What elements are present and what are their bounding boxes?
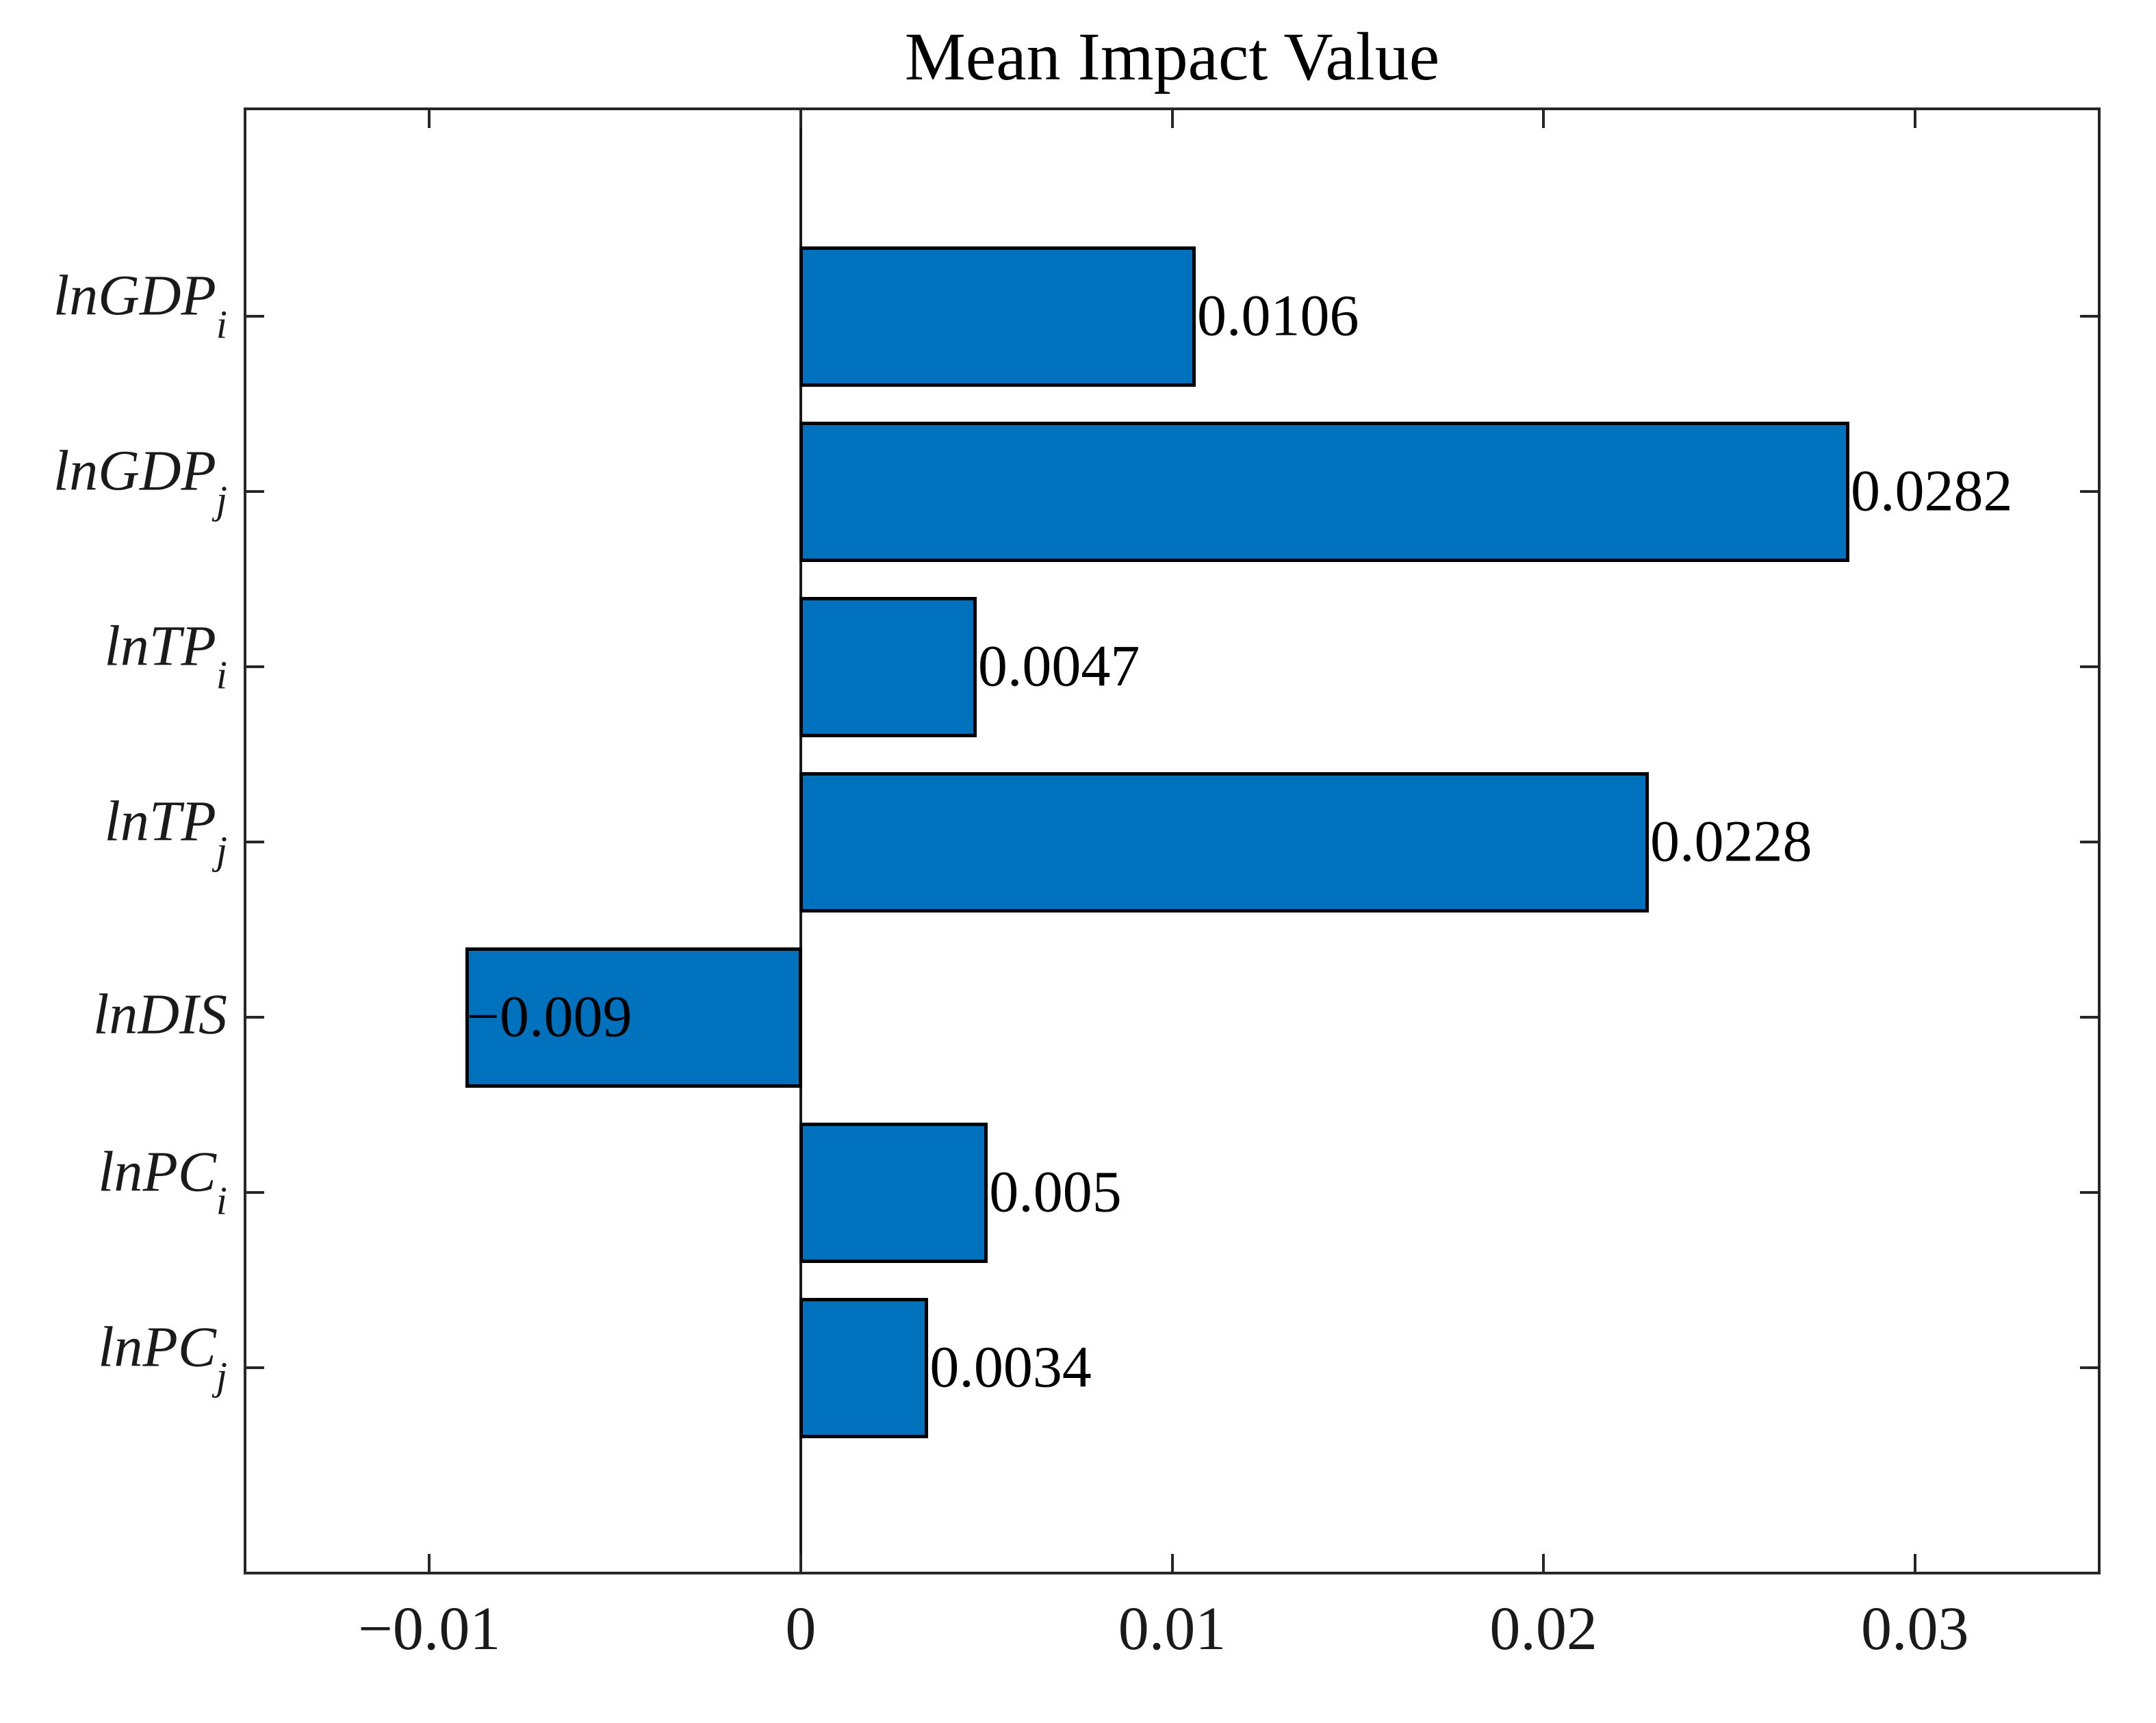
bar-value-label: 0.005 — [989, 1158, 1122, 1225]
y-tick-left — [244, 665, 264, 668]
category-subscript: j — [216, 828, 227, 873]
x-tick-label: 0.03 — [1860, 1595, 1969, 1663]
bar-value-label: 0.0034 — [929, 1333, 1092, 1400]
x-tick-top — [428, 107, 431, 128]
x-tick-bottom — [1542, 1554, 1545, 1574]
category-subscript: i — [216, 302, 227, 347]
x-tick-bottom — [799, 1554, 802, 1574]
category-base-text: lnGDP — [53, 439, 216, 503]
category-label: lnDIS — [0, 982, 227, 1048]
x-tick-top — [799, 107, 802, 128]
category-label: lnTPj — [0, 789, 228, 873]
x-tick-bottom — [1913, 1554, 1916, 1574]
bar — [799, 1297, 929, 1438]
x-tick-label: −0.01 — [358, 1595, 501, 1663]
y-tick-right — [2080, 315, 2101, 318]
x-tick-label: 0.02 — [1489, 1595, 1597, 1663]
category-subscript: i — [216, 652, 227, 698]
x-tick-label: 0.01 — [1118, 1595, 1227, 1663]
bar — [799, 246, 1196, 387]
category-subscript: j — [216, 477, 227, 522]
bar — [799, 771, 1650, 912]
y-tick-right — [2080, 1191, 2101, 1194]
plot-area: 0.0106 0.0282 0.0047 0.0228 −0.009 0.005 0.003… — [244, 107, 2101, 1574]
y-tick-right — [2080, 665, 2101, 668]
category-subscript: i — [216, 1178, 227, 1223]
y-tick-left — [244, 841, 264, 843]
x-tick-top — [1170, 107, 1174, 128]
category-label: lnPCi — [0, 1139, 227, 1223]
category-base-text: lnPC — [98, 1140, 216, 1204]
category-label: lnGDPi — [0, 263, 227, 347]
category-base-text: lnGDP — [53, 264, 216, 328]
y-tick-left — [244, 1366, 264, 1369]
bar — [465, 947, 802, 1088]
bar-value-label: 0.0228 — [1650, 808, 1812, 874]
category-base-text: lnPC — [98, 1315, 216, 1379]
y-tick-right — [2080, 1016, 2101, 1019]
x-tick-top — [1542, 107, 1545, 128]
category-base-text: lnTP — [104, 614, 216, 678]
y-tick-right — [2080, 1366, 2101, 1369]
x-tick-bottom — [428, 1554, 431, 1574]
y-tick-right — [2080, 841, 2101, 843]
bar — [799, 1122, 988, 1263]
chart-title: Mean Impact Value — [904, 18, 1440, 94]
y-tick-left — [244, 1016, 264, 1019]
category-label: lnTPi — [0, 613, 228, 698]
category-label: lnGDPj — [0, 438, 227, 522]
category-subscript: j — [216, 1353, 227, 1399]
bar-value-label: 0.0106 — [1197, 282, 1359, 348]
bar-value-label: 0.0047 — [977, 633, 1140, 699]
x-tick-bottom — [1170, 1554, 1174, 1574]
y-tick-right — [2080, 490, 2101, 493]
category-base-text: lnDIS — [93, 982, 227, 1047]
bar-value-label: −0.009 — [466, 983, 632, 1049]
x-tick-label: 0 — [785, 1595, 817, 1663]
x-tick-top — [1913, 107, 1916, 128]
category-base-text: lnTP — [104, 789, 216, 854]
bar — [799, 421, 1850, 562]
y-tick-left — [244, 490, 264, 493]
y-tick-left — [244, 315, 264, 318]
bar — [799, 596, 977, 737]
y-tick-left — [244, 1191, 264, 1194]
category-label: lnPCj — [0, 1314, 227, 1399]
bar-value-label: 0.0282 — [1851, 457, 2013, 524]
